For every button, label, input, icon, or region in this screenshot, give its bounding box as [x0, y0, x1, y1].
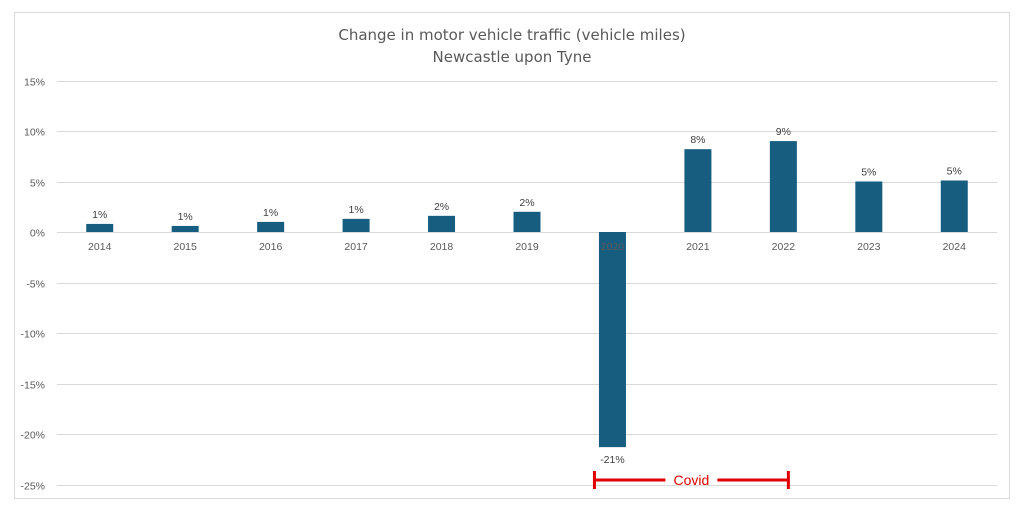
- bar-series: [86, 141, 968, 448]
- data-label: 2%: [434, 201, 449, 213]
- x-axis: 2014 2015 2016 2017 2018 2019 2020 2021 2022 2023…: [88, 241, 966, 253]
- y-tick-label: -20%: [20, 430, 45, 442]
- data-label: 1%: [263, 207, 278, 219]
- bar: [855, 181, 883, 232]
- y-tick-label: 10%: [24, 127, 45, 139]
- bar: [940, 180, 968, 232]
- x-tick-label: 2017: [344, 241, 368, 253]
- bar: [86, 223, 114, 232]
- x-tick-label: 2023: [857, 241, 881, 253]
- y-tick-label: -25%: [20, 481, 45, 493]
- covid-annotation: Covid: [592, 471, 790, 489]
- bar: [513, 211, 541, 232]
- y-tick-label: -15%: [20, 380, 45, 392]
- data-labels: 1% 1% 1% 1% 2% 2% -21% 8% 9% 5% 5%: [92, 126, 962, 466]
- x-tick-label: 2024: [943, 241, 967, 253]
- x-tick-label: 2016: [259, 241, 283, 253]
- data-label: 5%: [947, 165, 962, 177]
- bar: [171, 225, 199, 232]
- y-tick-label: -10%: [20, 329, 45, 341]
- y-tick-label: -5%: [26, 279, 45, 291]
- data-label: 5%: [861, 167, 876, 179]
- x-tick-label: 2018: [430, 241, 454, 253]
- chart-frame: [14, 12, 1010, 499]
- bar: [257, 221, 285, 232]
- chart-subtitle: Newcastle upon Tyne: [432, 48, 592, 66]
- gridlines: [57, 81, 997, 486]
- y-axis: 15% 10% 5% 0% -5% -10% -15% -20% -25%: [20, 77, 45, 493]
- data-label: 1%: [348, 204, 363, 216]
- data-label: 1%: [178, 211, 193, 223]
- x-tick-label: 2021: [686, 241, 710, 253]
- data-label: -21%: [600, 454, 625, 466]
- data-label: 8%: [690, 134, 705, 146]
- data-label: 1%: [92, 209, 107, 221]
- y-tick-label: 0%: [30, 228, 45, 240]
- chart-title-block: Change in motor vehicle traffic (vehicle…: [0, 24, 1024, 68]
- data-label: 9%: [776, 126, 791, 138]
- covid-label: Covid: [674, 472, 710, 488]
- x-tick-label: 2015: [174, 241, 198, 253]
- bar: [342, 218, 370, 232]
- y-tick-label: 15%: [24, 77, 45, 89]
- x-tick-label: 2020: [601, 241, 625, 253]
- x-tick-label: 2019: [515, 241, 539, 253]
- bar: [684, 149, 712, 232]
- chart-title: Change in motor vehicle traffic (vehicle…: [338, 26, 686, 44]
- bar: [598, 232, 626, 448]
- bar: [428, 215, 456, 232]
- x-tick-label: 2014: [88, 241, 112, 253]
- data-label: 2%: [519, 197, 534, 209]
- y-tick-label: 5%: [30, 178, 45, 190]
- bar: [769, 141, 797, 232]
- x-tick-label: 2022: [772, 241, 796, 253]
